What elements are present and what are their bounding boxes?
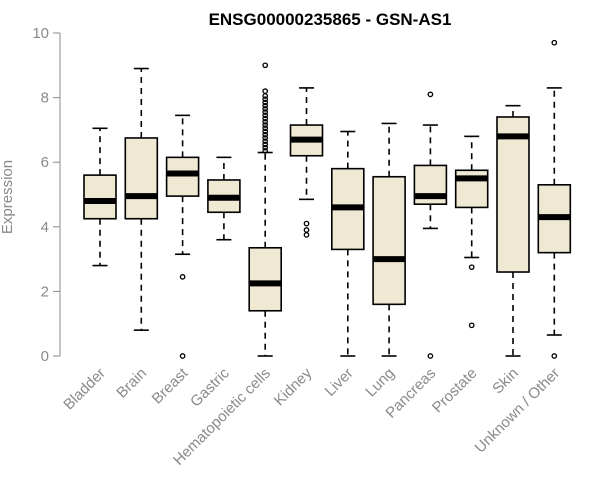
outlier-point (262, 62, 269, 69)
chart-title: ENSG00000235865 - GSN-AS1 (209, 10, 452, 29)
y-tick-label: 10 (32, 25, 49, 42)
x-tick-label: Lung (362, 365, 398, 401)
y-axis: 0 2 4 6 8 10 (32, 25, 61, 365)
y-tick-label: 8 (41, 90, 49, 107)
outlier-point (262, 128, 269, 135)
outlier-point (179, 274, 186, 280)
outlier-point (262, 118, 269, 125)
outlier-point (551, 39, 558, 46)
outlier-point (262, 96, 269, 103)
outlier-point (551, 353, 558, 359)
box-bladder (83, 127, 117, 267)
boxes-group (83, 39, 572, 359)
y-tick-label: 2 (41, 283, 49, 300)
outlier-point (262, 125, 269, 132)
box-hematopoietic-cells (248, 62, 282, 357)
outlier-point (262, 106, 269, 112)
outlier-point (262, 148, 269, 154)
box-skin (496, 104, 530, 357)
box-prostate (454, 135, 489, 329)
x-tick-label: Kidney (271, 364, 316, 409)
outlier-point (262, 138, 269, 145)
box-lung (372, 122, 406, 357)
box-liver (330, 130, 365, 357)
y-tick-label: 0 (41, 348, 49, 365)
box-kidney (289, 87, 324, 238)
outlier-point (262, 144, 269, 151)
x-tick-label: Bladder (60, 365, 109, 414)
box-gastric (207, 156, 241, 241)
iqr-box (496, 116, 530, 273)
x-tick-label: Liver (322, 365, 357, 400)
x-tick-label: Skin (489, 365, 522, 398)
outlier-point (303, 232, 310, 238)
outlier-point (262, 135, 269, 141)
box-brain (124, 67, 159, 331)
iqr-box (165, 156, 200, 197)
box-pancreas (413, 91, 448, 359)
outlier-point (262, 102, 269, 109)
box-breast (165, 114, 200, 359)
outlier-point (303, 220, 310, 227)
outlier-point (303, 227, 310, 233)
outlier-point (262, 131, 269, 138)
outlier-point (262, 112, 269, 119)
outlier-point (468, 264, 475, 271)
x-tick-label: Brain (113, 365, 150, 402)
outlier-point (262, 122, 269, 128)
y-tick-label: 6 (41, 154, 49, 171)
outlier-point (179, 353, 186, 359)
outlier-point (262, 109, 269, 115)
outlier-point (262, 115, 269, 122)
x-tick-label: Breast (149, 364, 192, 407)
outlier-point (262, 141, 269, 148)
y-tick-label: 4 (41, 219, 49, 236)
iqr-box (248, 246, 282, 312)
y-axis-label: Expression (0, 160, 16, 234)
outlier-point (262, 88, 269, 94)
iqr-box (83, 174, 117, 220)
outlier-point (468, 322, 475, 329)
outlier-point (262, 99, 269, 106)
outlier-point (427, 353, 434, 359)
outlier-point (427, 91, 434, 98)
box-unknown-other (537, 39, 572, 359)
iqr-box (372, 175, 406, 306)
iqr-box (124, 137, 159, 220)
x-tick-label: Prostate (429, 365, 481, 417)
